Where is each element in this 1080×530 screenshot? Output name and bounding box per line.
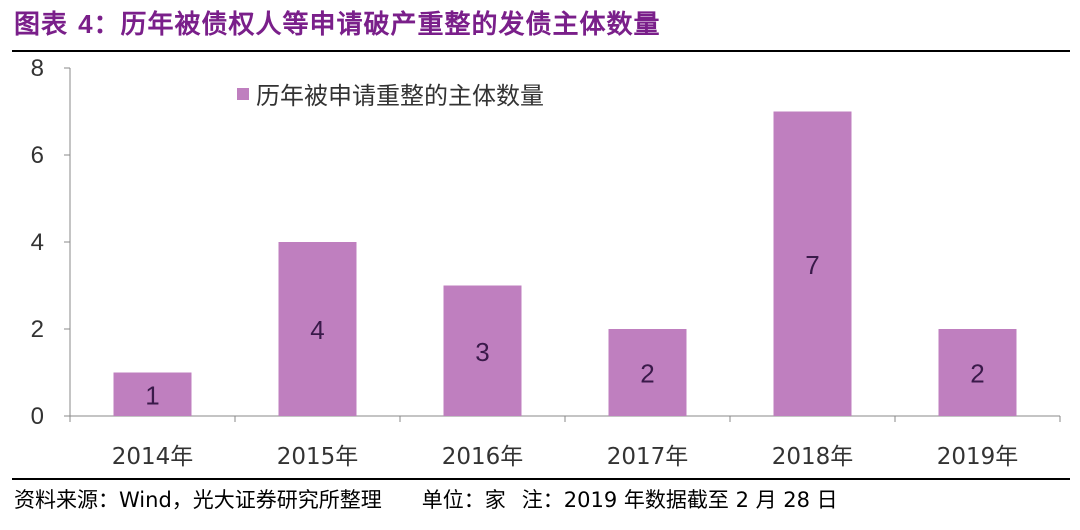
data-label: 7 bbox=[805, 250, 819, 280]
footer-rule bbox=[12, 478, 1070, 480]
y-tick-label: 6 bbox=[31, 142, 44, 169]
bar bbox=[938, 329, 1017, 416]
x-tick-label: 2019年 bbox=[937, 444, 1019, 470]
data-label: 2 bbox=[970, 359, 984, 389]
bar-chart: 0 2 4 6 8 1 2014年 4 2015年 3 2016年 2 2017年 7 2018年 2 2019… bbox=[31, 55, 1061, 470]
y-tick-label: 2 bbox=[31, 316, 44, 343]
bar bbox=[113, 372, 192, 416]
legend-label: 历年被申请重整的主体数量 bbox=[256, 82, 544, 110]
x-tick-label: 2017年 bbox=[607, 444, 689, 470]
chart-title: 图表 4：历年被债权人等申请破产重整的发债主体数量 bbox=[14, 4, 661, 41]
bar bbox=[278, 242, 357, 416]
legend-swatch bbox=[237, 88, 249, 100]
y-tick-label: 4 bbox=[31, 229, 44, 256]
data-label: 3 bbox=[475, 337, 489, 367]
data-label: 1 bbox=[145, 380, 159, 410]
data-label: 4 bbox=[310, 315, 324, 345]
bar bbox=[608, 329, 687, 416]
data-label: 2 bbox=[640, 359, 654, 389]
title-rule bbox=[12, 50, 1070, 52]
x-tick-label: 2014年 bbox=[112, 444, 194, 470]
source-note: 资料来源：Wind，光大证券研究所整理 bbox=[14, 488, 382, 512]
x-tick-label: 2016年 bbox=[442, 444, 524, 470]
date-note: 注：2019 年数据截至 2 月 28 日 bbox=[521, 488, 838, 512]
bar bbox=[773, 111, 852, 416]
unit-note: 单位：家 bbox=[421, 488, 506, 512]
x-tick-label: 2018年 bbox=[772, 444, 854, 470]
title-text: ：历年被债权人等申请破产重整的发债主体数量 bbox=[93, 10, 661, 40]
title-number: 4 bbox=[78, 9, 94, 39]
title-prefix: 图表 bbox=[14, 10, 69, 40]
x-tick-label: 2015年 bbox=[277, 444, 359, 470]
footer: 资料来源：Wind，光大证券研究所整理 单位：家 注：2019 年数据截至 2 月 … bbox=[14, 484, 838, 514]
y-tick-label: 8 bbox=[31, 55, 44, 82]
y-tick-label: 0 bbox=[31, 403, 44, 430]
bar bbox=[443, 285, 522, 416]
